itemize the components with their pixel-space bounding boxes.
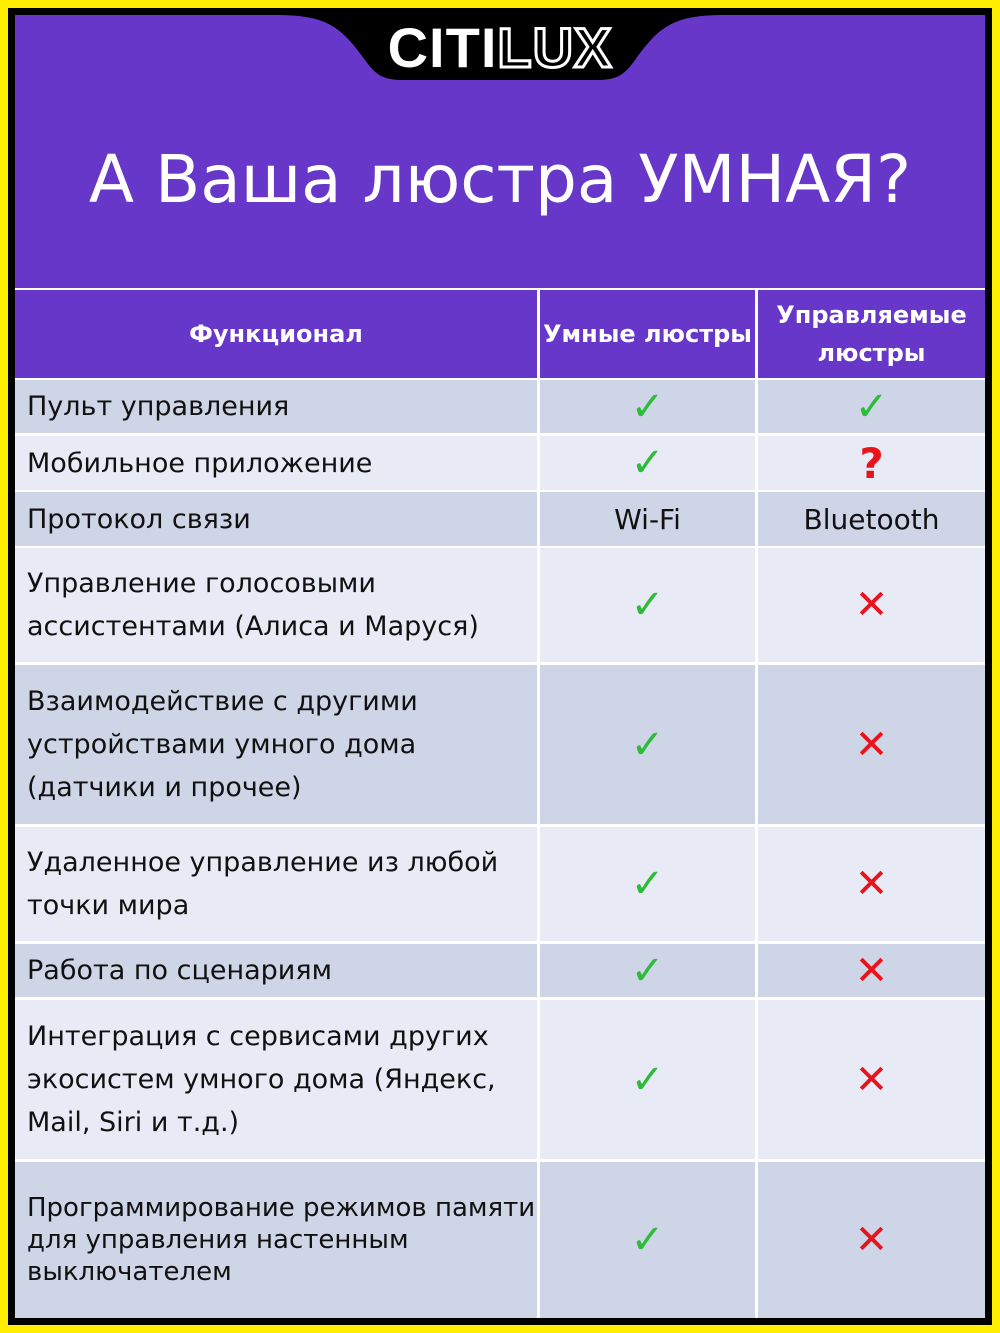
controlled-cell: ✕ [758,944,985,997]
smart-cell: ✓ [540,380,755,433]
feature-cell: Работа по сценариям [15,944,537,997]
citilux-logo: CITILUX [387,15,613,81]
header-banner: CITILUX А Ваша люстра УМНАЯ? [15,15,985,288]
controlled-cell: ✓ [758,380,985,433]
controlled-cell: ✕ [758,827,985,941]
check-icon: ✓ [630,383,665,430]
controlled-cell: ✕ [758,1162,985,1318]
check-icon: ✓ [630,1217,665,1263]
feature-cell: Программирование режимов памяти для упра… [15,1162,537,1318]
feature-cell: Управление голосовыми ассистентами (Алис… [15,548,537,662]
cross-icon: ✕ [854,1217,889,1263]
smart-cell: ✓ [540,1162,755,1318]
table-row: Протокол связи Wi-Fi Bluetooth [15,492,985,546]
cross-icon: ✕ [854,1056,889,1103]
question-icon: ? [859,438,884,488]
feature-cell: Удаленное управление из любой точки мира [15,827,537,941]
check-icon: ✓ [630,947,665,994]
table-row: Программирование режимов памяти для упра… [15,1162,985,1318]
check-icon: ✓ [630,582,665,628]
header-smart: Умные люстры [540,290,755,378]
logo-tab [275,15,725,80]
smart-cell: ✓ [540,944,755,997]
table-row: Взаимодействие с другими устройствами ум… [15,665,985,824]
controlled-cell: ✕ [758,548,985,662]
controlled-cell: ? [758,436,985,490]
controlled-value: Bluetooth [803,502,940,536]
feature-cell: Взаимодействие с другими устройствами ум… [15,665,537,824]
cross-icon: ✕ [854,947,889,994]
feature-cell: Протокол связи [15,492,537,546]
smart-cell: ✓ [540,436,755,490]
table-row: Работа по сценариям ✓ ✕ [15,944,985,997]
smart-value: Wi-Fi [614,502,681,536]
controlled-cell: ✕ [758,665,985,824]
table-row: Интеграция с сервисами других экосистем … [15,1000,985,1159]
content: CITILUX А Ваша люстра УМНАЯ? Функционал … [15,15,985,1318]
check-icon: ✓ [854,383,889,430]
smart-cell: ✓ [540,548,755,662]
smart-cell: ✓ [540,1000,755,1159]
check-icon: ✓ [630,861,665,907]
feature-cell: Интеграция с сервисами других экосистем … [15,1000,537,1159]
feature-cell: Пульт управления [15,380,537,433]
header-feature: Функционал [15,290,537,378]
check-icon: ✓ [630,1056,665,1103]
table-row: Управление голосовыми ассистентами (Алис… [15,548,985,662]
page-title: А Ваша люстра УМНАЯ? [88,141,912,218]
table-row: Мобильное приложение ✓ ? [15,436,985,490]
smart-cell: Wi-Fi [540,492,755,546]
controlled-cell: Bluetooth [758,492,985,546]
table-row: Удаленное управление из любой точки мира… [15,827,985,941]
check-icon: ✓ [630,440,665,486]
cross-icon: ✕ [854,721,889,768]
table-row: Пульт управления ✓ ✓ [15,380,985,433]
cross-icon: ✕ [854,582,889,628]
feature-cell: Мобильное приложение [15,436,537,490]
header-controlled: Управляемые люстры [758,290,985,378]
table-header: Функционал Умные люстры Управляемые люст… [15,290,985,378]
smart-cell: ✓ [540,827,755,941]
smart-cell: ✓ [540,665,755,824]
cross-icon: ✕ [854,861,889,907]
controlled-cell: ✕ [758,1000,985,1159]
check-icon: ✓ [630,721,665,768]
